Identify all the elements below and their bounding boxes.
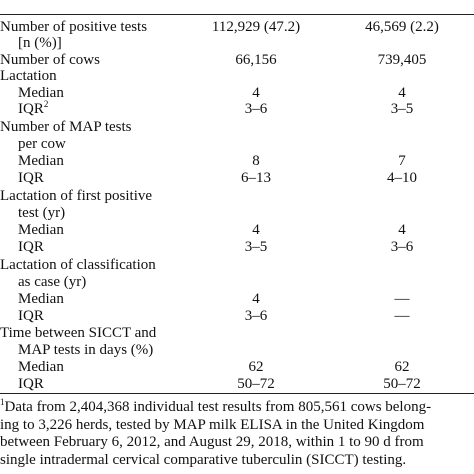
cell: 4 xyxy=(252,85,260,101)
row-label: test (yr) xyxy=(18,205,66,221)
cell: 50–72 xyxy=(383,376,421,392)
row-label: Lactation xyxy=(0,68,57,84)
footnote-ref: 2 xyxy=(43,99,49,109)
cell: — xyxy=(394,291,410,307)
footnote-line: between February 6, 2012, and August 29,… xyxy=(0,434,424,450)
footnote-line: single intradermal cervical comparative … xyxy=(0,451,407,468)
row-label: MAP tests in days (%) xyxy=(18,342,154,358)
cell: 4 xyxy=(252,222,260,238)
cell: 8 xyxy=(252,153,260,169)
cell: 4–10 xyxy=(387,170,417,186)
row-label: Lactation of first positive xyxy=(0,188,153,204)
footnote-mark: 1 xyxy=(0,397,5,407)
row-label: [n (%)] xyxy=(18,35,62,51)
cell: 4 xyxy=(252,291,260,307)
footnote-line: 1Data from 2,404,368 individual test res… xyxy=(0,397,432,416)
cell: 3–5 xyxy=(390,101,414,117)
cell: 4 xyxy=(398,222,406,238)
cell: 3–5 xyxy=(244,239,268,255)
cell: 112,929 (47.2) xyxy=(211,19,301,35)
row-label: Median xyxy=(18,359,64,375)
top-rule xyxy=(0,14,474,15)
cell: 3–6 xyxy=(244,101,268,117)
cell: 6–13 xyxy=(241,170,271,186)
row-label: Number of cows xyxy=(0,52,100,68)
row-label: IQR xyxy=(18,239,44,255)
row-label: Number of positive tests xyxy=(0,19,148,35)
row-label: Median xyxy=(18,291,64,307)
cell: 50–72 xyxy=(237,376,275,392)
cell: 62 xyxy=(394,359,410,375)
cell: 4 xyxy=(398,85,406,101)
row-label: Number of MAP tests xyxy=(0,119,132,135)
row-label: IQR xyxy=(18,170,44,186)
cell: 46,569 (2.2) xyxy=(365,19,439,35)
cell: 66,156 xyxy=(235,52,277,68)
cell: 3–6 xyxy=(244,308,268,324)
cell: 7 xyxy=(398,153,406,169)
footnote-line: ing to 3,226 herds, tested by MAP milk E… xyxy=(0,416,425,433)
row-label: as case (yr) xyxy=(18,274,87,290)
cell: 3–6 xyxy=(390,239,414,255)
row-label: IQR xyxy=(18,376,44,392)
row-label: Median xyxy=(18,222,64,238)
row-label: Time between SICCT and xyxy=(0,325,157,341)
row-label: Median xyxy=(18,153,64,169)
cell: — xyxy=(394,308,410,324)
row-label: IQR xyxy=(18,308,44,324)
row-label: per cow xyxy=(18,136,66,152)
row-label: IQR2 xyxy=(18,99,49,118)
cell: 62 xyxy=(248,359,264,375)
row-label: Median xyxy=(18,85,64,101)
row-label: Lactation of classification xyxy=(0,257,156,273)
bottom-rule xyxy=(0,393,474,394)
cell: 739,405 xyxy=(377,52,427,68)
